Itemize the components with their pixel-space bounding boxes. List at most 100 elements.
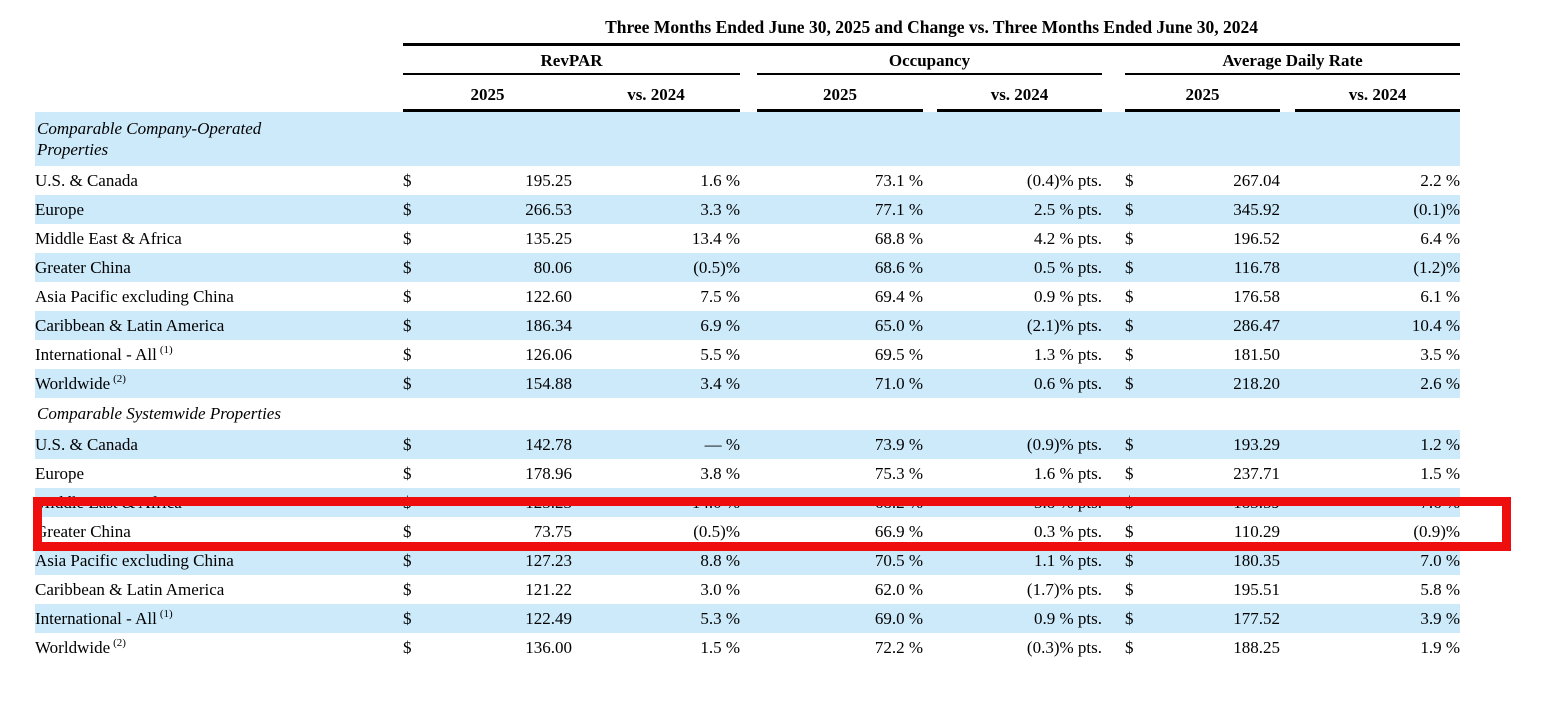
cell-spacer [1102,224,1125,253]
column-header-row: 2025 vs. 2024 2025 vs. 2024 2025 vs. 202… [35,74,1461,112]
currency-symbol: $ [1125,286,1134,306]
cell-adr-2025: 267.04 [1233,170,1280,190]
currency-symbol: $ [403,195,429,224]
column-header-adr-2025: 2025 [1125,74,1280,112]
cell-spacer [923,604,937,633]
cell-spacer [923,459,937,488]
currency-symbol: $ [1125,228,1134,248]
cell-occupancy-vs-2024: 2.5 % pts. [937,195,1102,224]
row-label: Europe [35,195,403,224]
cell-revpar-vs-2024: (0.5)% [693,521,740,541]
cell-revpar-2025: 136.00 [525,637,572,657]
cell-revpar-2025: 125.23 [429,488,572,517]
corner-spacer [35,45,403,75]
currency-symbol: $ [403,521,412,541]
cell-occupancy-vs-2024: 1.1 % pts. [937,546,1102,575]
cell-adr-vs-2024: 2.2 % [1420,170,1461,190]
cell-spacer [1280,311,1295,340]
cell-spacer [1102,459,1125,488]
table-row-greater-china: Greater China $73.75 (0.5)% 66.9 % 0.3 % pts… [35,517,1460,546]
table-row-caribbean-latin-america: Caribbean & Latin America $121.22 3.0 % 62.… [35,575,1460,604]
cell-occupancy-2025: 70.5 % [757,546,923,575]
cell-adr-vs-2024: 7.0 % [1295,546,1461,575]
cell-revpar-2025: 126.06 [525,344,572,364]
cell-occupancy-2025: 75.3 % [874,463,923,483]
cell-revpar-2025: 186.34 [429,311,572,340]
cell-spacer [1280,166,1295,195]
cell-adr-2025: 176.58 [1233,286,1280,306]
cell-spacer [740,459,757,488]
cell-occupancy-vs-2024: 0.6 % pts. [937,369,1102,398]
currency-symbol: $ [403,546,429,575]
cell-occupancy-2025: 66.9 % [874,521,923,541]
table-row-middle-east-africa: Middle East & Africa $125.23 14.0 % 68.2 % 3… [35,488,1461,517]
cell-revpar-vs-2024: 1.5 % [700,637,740,657]
cell-spacer [923,253,937,282]
cell-spacer [1280,633,1295,662]
table-row-greater-china: Greater China $80.06 (0.5)% 68.6 % 0.5 % pts… [35,253,1461,282]
table-title: Three Months Ended June 30, 2025 and Cha… [403,12,1461,46]
currency-symbol: $ [1125,195,1151,224]
cell-adr-vs-2024: 3.9 % [1295,604,1461,633]
cell-spacer [1280,488,1295,517]
cell-occupancy-vs-2024: (2.1)% pts. [937,311,1102,340]
cell-adr-vs-2024: (0.9)% [1413,521,1461,541]
cell-spacer [923,340,937,369]
currency-symbol: $ [1125,253,1151,282]
cell-spacer [1280,517,1295,546]
cell-revpar-vs-2024: 6.9 % [572,311,740,340]
row-label: Asia Pacific excluding China [35,546,403,575]
cell-revpar-2025: 195.25 [525,170,572,190]
cell-revpar-2025: 127.23 [429,546,572,575]
group-gap [1102,45,1125,75]
cell-spacer [1102,369,1125,398]
cell-spacer [740,369,757,398]
cell-occupancy-vs-2024: 0.3 % pts. [1034,521,1102,541]
cell-spacer [1102,253,1125,282]
currency-symbol: $ [403,579,412,599]
footnote-marker: (1) [159,343,173,356]
cell-spacer [740,488,757,517]
table-row-worldwide: Worldwide (2) $154.88 3.4 % 71.0 % 0.6 % pts.… [35,369,1461,398]
section-header-label: Comparable Company-Operated Properties [35,110,1461,166]
table-row-international-all: International - All (1) $122.49 5.3 % 69.0 %… [35,604,1461,633]
cell-spacer [740,224,757,253]
cell-revpar-2025: 135.25 [525,228,572,248]
cell-revpar-vs-2024: — % [572,430,740,459]
section-header-label: Comparable Systemwide Properties [37,404,281,424]
cell-adr-2025: 177.52 [1151,604,1280,633]
row-label: Middle East & Africa [35,488,403,517]
table-body: Comparable Company-Operated Properties U.S… [35,110,1461,663]
table-row-europe: Europe $266.53 3.3 % 77.1 % 2.5 % pts. $345.9… [35,195,1461,224]
row-label: U.S. & Canada [35,430,403,459]
cell-adr-2025: 188.25 [1233,637,1280,657]
table-row-asia-pacific-excluding-china: Asia Pacific excluding China $127.23 8.8 %… [35,546,1461,575]
cell-adr-2025: 183.59 [1151,488,1280,517]
cell-spacer [1102,311,1125,340]
cell-occupancy-vs-2024: 1.6 % pts. [1034,463,1102,483]
cell-spacer [740,282,757,311]
cell-spacer [1102,488,1125,517]
cell-revpar-2025: 122.60 [525,286,572,306]
cell-occupancy-vs-2024: 3.8 % pts. [937,488,1102,517]
cell-spacer [740,340,757,369]
corner-spacer [35,74,403,111]
title-row: Three Months Ended June 30, 2025 and Cha… [35,12,1461,46]
cell-spacer [1280,604,1295,633]
cell-adr-vs-2024: 6.4 % [1420,228,1461,248]
cell-occupancy-vs-2024: 0.9 % pts. [937,604,1102,633]
cell-spacer [740,575,757,604]
table-row-u-s-canada: U.S. & Canada $142.78— % 73.9 % (0.9)% pts.… [35,430,1461,459]
cell-adr-2025: 110.29 [1233,521,1280,541]
cell-revpar-vs-2024: 14.0 % [572,488,740,517]
column-gap [923,74,937,111]
cell-spacer [1280,459,1295,488]
currency-symbol: $ [403,170,412,190]
column-group-occupancy: Occupancy [757,44,1102,75]
row-label: Greater China [35,521,131,541]
cell-occupancy-2025: 77.1 % [757,195,923,224]
currency-symbol: $ [1125,637,1134,657]
cell-revpar-vs-2024: 3.3 % [572,195,740,224]
cell-revpar-vs-2024: 3.8 % [700,463,740,483]
table-row-asia-pacific-excluding-china: Asia Pacific excluding China $122.60 7.5 %… [35,282,1460,311]
